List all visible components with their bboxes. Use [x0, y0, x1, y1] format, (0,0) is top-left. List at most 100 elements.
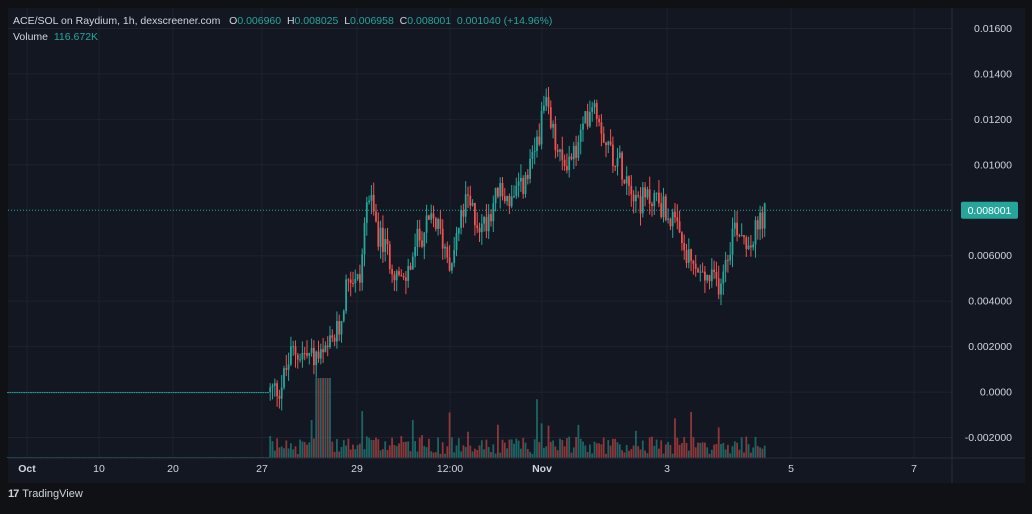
- candle-body: [409, 266, 412, 270]
- low-value: 0.006958: [350, 15, 394, 27]
- volume-bar: [529, 451, 531, 458]
- low-label: L: [344, 15, 351, 27]
- volume-bar: [589, 444, 591, 458]
- candle-body: [257, 392, 260, 394]
- candle-body: [750, 245, 752, 248]
- volume-bar: [375, 437, 377, 458]
- volume-bar: [644, 450, 646, 458]
- candle-body: [421, 240, 423, 247]
- volume-bar: [485, 439, 488, 458]
- volume-bar: [299, 439, 301, 458]
- price-tick-label: 0.004000: [968, 296, 1012, 308]
- candle-body: [439, 219, 442, 229]
- price-axis[interactable]: 0.01600 0.01400 0.01200 0.01000 0.006000 0.00…: [965, 23, 1012, 444]
- tradingview-logo[interactable]: 17 TradingView: [8, 488, 83, 500]
- candle-body: [616, 157, 619, 167]
- candle-body: [400, 274, 403, 277]
- candle-body: [34, 392, 37, 394]
- volume-bar: [715, 444, 718, 458]
- candle-body: [209, 392, 212, 394]
- grid: [8, 8, 952, 458]
- candle-body: [699, 271, 702, 273]
- candle-body: [103, 392, 106, 394]
- candle-body: [586, 111, 589, 127]
- volume-bar: [365, 436, 368, 458]
- volume-bar: [377, 439, 380, 458]
- price-tick-label: 0.0000: [980, 387, 1012, 399]
- candle-body: [246, 392, 249, 394]
- candle-body: [538, 136, 541, 145]
- candle-body: [262, 392, 265, 394]
- candle-body: [554, 123, 557, 151]
- open-value: 0.006960: [237, 15, 282, 27]
- candle-body: [658, 192, 660, 204]
- volume-bar: [391, 437, 393, 458]
- volume-bar: [384, 441, 387, 458]
- candle-body: [423, 232, 426, 247]
- candle-body: [108, 392, 111, 394]
- volume-bar: [584, 445, 587, 458]
- candle-body: [724, 259, 727, 272]
- volume-bar: [382, 449, 384, 458]
- volume-bar: [731, 446, 734, 458]
- volume-bar: [554, 446, 557, 458]
- volume-bar: [745, 436, 748, 458]
- candle-body: [464, 194, 467, 217]
- candle-body: [234, 392, 237, 394]
- candle-body: [416, 228, 419, 247]
- volume-bar: [469, 445, 472, 458]
- candle-body: [324, 345, 327, 353]
- volume-bar: [690, 411, 692, 458]
- candle-body: [506, 195, 508, 202]
- candle-body: [315, 351, 318, 365]
- volume-bar: [743, 452, 745, 458]
- candle-body: [25, 392, 28, 394]
- candle-body: [391, 268, 393, 275]
- candle-body: [340, 320, 343, 335]
- volume-bar: [595, 443, 598, 458]
- time-axis[interactable]: Oct 10 20 27 29 12:00 Nov 3 5 7: [18, 463, 917, 475]
- candle-body: [145, 392, 147, 394]
- volume-bar: [752, 447, 755, 458]
- volume-bar: [722, 442, 725, 458]
- volume-bar: [405, 441, 407, 458]
- candle-body: [517, 181, 520, 186]
- volume-bar: [303, 442, 306, 458]
- volume-bar: [271, 441, 274, 458]
- volume-bar: [678, 444, 681, 458]
- volume-bar: [736, 442, 738, 458]
- volume-bar: [414, 441, 416, 458]
- candle-body: [743, 235, 745, 238]
- candle-body: [556, 150, 559, 152]
- volume-bar: [618, 444, 621, 458]
- volume-bar: [453, 452, 456, 458]
- candle-body: [375, 211, 377, 222]
- candle-body: [460, 210, 462, 228]
- candle-body: [411, 256, 414, 270]
- volume-bar: [568, 436, 571, 458]
- candle-body: [202, 392, 205, 394]
- volume-bar: [354, 449, 357, 458]
- candle-body: [131, 392, 134, 394]
- candle-body: [692, 260, 695, 264]
- candle-body: [359, 274, 361, 283]
- volume-bar: [428, 438, 430, 458]
- volume-bar: [467, 431, 469, 458]
- candle-body: [342, 310, 345, 321]
- candle-body: [133, 392, 136, 394]
- candle-body: [600, 122, 603, 134]
- volume-bar: [614, 438, 617, 458]
- volume-bar: [625, 445, 628, 458]
- candle-body: [177, 392, 180, 394]
- candle-body: [310, 347, 313, 353]
- candle-body: [589, 112, 591, 127]
- volume-bar: [497, 424, 499, 458]
- time-tick-label: Nov: [532, 463, 552, 475]
- candle-body: [694, 263, 697, 269]
- volume-bar: [499, 452, 502, 458]
- candle-body: [223, 392, 226, 394]
- candle-body: [267, 392, 269, 394]
- candle-body: [269, 387, 272, 393]
